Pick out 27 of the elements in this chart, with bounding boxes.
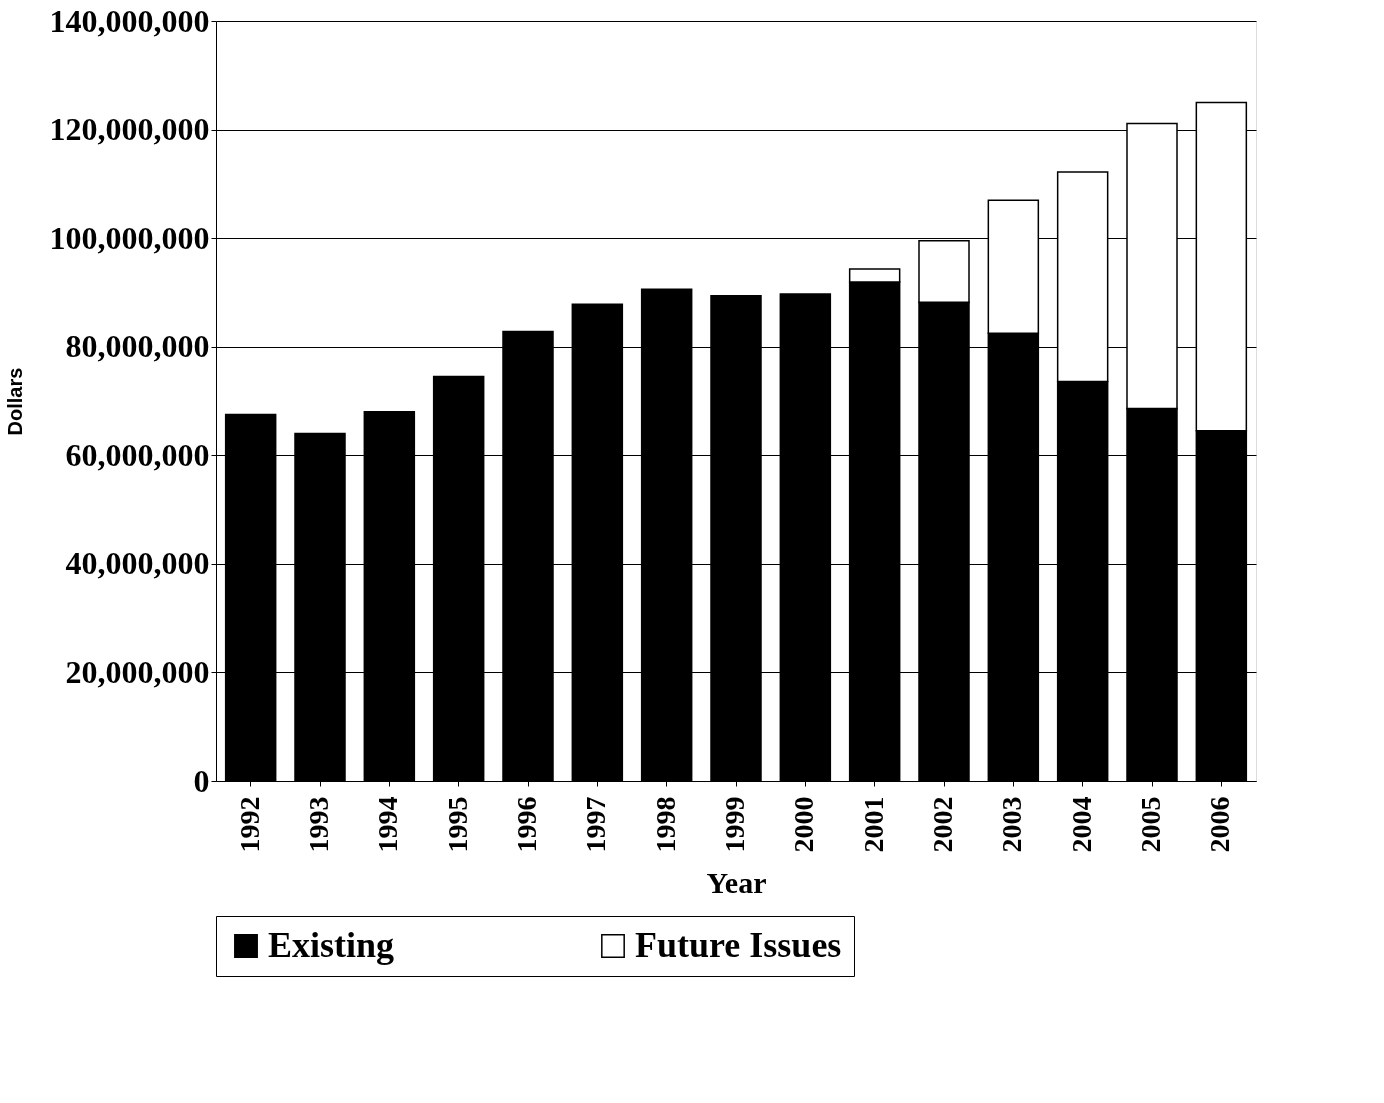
x-tick-label: 1998 bbox=[649, 796, 681, 853]
x-tick-label: 2005 bbox=[1135, 796, 1166, 853]
legend-label: Existing bbox=[268, 925, 395, 965]
y-tick-label: 100,000,000 bbox=[49, 219, 210, 256]
y-tick-label: 20,000,000 bbox=[65, 653, 210, 690]
x-tick-label: 1999 bbox=[719, 796, 750, 853]
y-tick-label: 60,000,000 bbox=[65, 436, 210, 473]
x-tick-label: 1997 bbox=[580, 796, 612, 853]
x-tick-label: 1993 bbox=[303, 796, 334, 853]
legend-label: Future Issues bbox=[635, 925, 842, 965]
x-tick-label: 1996 bbox=[511, 796, 542, 853]
x-axis-title: Year bbox=[706, 865, 767, 899]
x-tick-label: 2004 bbox=[1065, 796, 1097, 853]
y-tick-label: 80,000,000 bbox=[65, 328, 210, 365]
x-tick-label: 2003 bbox=[996, 796, 1028, 853]
x-tick-label: 1994 bbox=[372, 796, 404, 853]
x-tick-label: 1995 bbox=[441, 796, 473, 853]
x-tick-label: 2002 bbox=[927, 796, 958, 853]
x-tick-label: 2006 bbox=[1204, 796, 1236, 853]
y-tick-label: 140,000,000 bbox=[49, 2, 210, 39]
y-tick-label: 40,000,000 bbox=[65, 545, 210, 582]
x-tick-label: 1992 bbox=[233, 796, 265, 853]
y-axis-title: Dollars bbox=[3, 367, 26, 436]
y-tick-label: 120,000,000 bbox=[49, 111, 210, 148]
y-tick-label: 0 bbox=[193, 762, 210, 799]
x-tick-label: 2001 bbox=[857, 796, 889, 853]
x-tick-label: 2000 bbox=[788, 796, 820, 853]
